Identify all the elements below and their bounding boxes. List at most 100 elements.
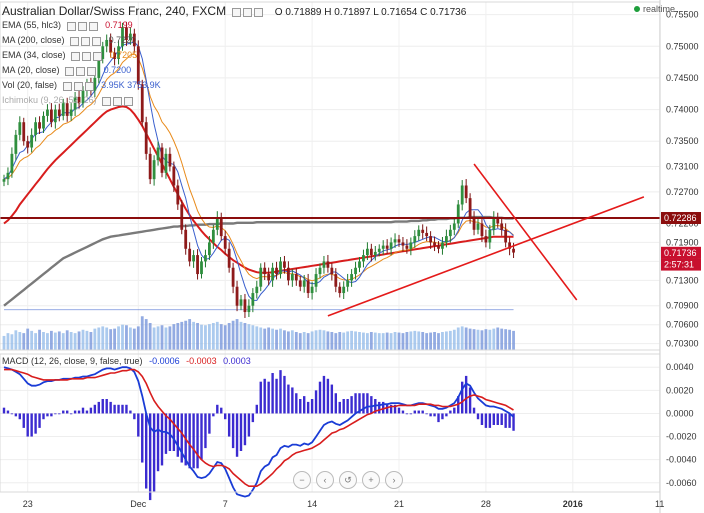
settings-icon[interactable] [76,66,86,76]
indicator-ema55[interactable]: EMA (55, hlc3) 0.7199 [2,20,133,31]
macd-legend[interactable]: MACD (12, 26, close, 9, false, true) -0.… [2,356,251,366]
candle-body [397,239,401,243]
volume-bar [350,330,353,350]
candle-body [362,255,365,262]
volume-bar [417,331,421,350]
close-icon[interactable] [84,81,94,91]
volume-bar [504,329,508,350]
eye-icon[interactable] [65,66,75,76]
macd-histogram-bar [93,404,97,414]
minus-icon[interactable]: − [293,471,311,489]
volume-bar [259,327,263,350]
close-icon[interactable] [88,21,98,31]
volume-bar [322,330,326,350]
candle-body [148,153,152,180]
candle-body [208,242,211,256]
volume-bar [247,324,251,350]
eye-icon[interactable] [102,96,112,106]
indicator-ma20[interactable]: MA (20, close) 0.7200 [2,65,132,76]
volume-bar [484,329,488,350]
indicator-ema34[interactable]: EMA (34, close) 0.7205 [2,50,138,61]
ema55-line [3,105,514,274]
plus-icon[interactable]: + [362,471,380,489]
candle-body [136,46,140,85]
macd-histogram-bar [97,401,100,414]
settings-icon[interactable] [81,36,91,46]
reset-icon[interactable]: ↺ [339,471,357,489]
eye-icon[interactable] [66,21,76,31]
close-icon[interactable] [92,36,102,46]
macd-histogram-bar [101,399,104,414]
candle-body [42,115,45,129]
candle-body [53,109,57,123]
header-buttons[interactable] [232,5,265,19]
settings-icon[interactable] [73,81,83,91]
symbol-title: Australian Dollar/Swiss Franc, 240, FXCM [2,4,227,18]
macd-histogram-bar [362,393,365,414]
macd-histogram-bar [271,373,274,414]
macd-histogram-bar [247,413,251,437]
indicator-ma200[interactable]: MA (200, close) 0.7220 [2,35,137,46]
volume-bar [14,330,18,350]
macd-histogram-bar [81,407,85,414]
macd-histogram-bar [10,413,14,415]
macd-histogram-bar [192,413,195,469]
macd-histogram-bar [354,393,357,414]
forward-icon[interactable]: › [385,471,403,489]
macd-histogram-bar [54,413,57,415]
eye-icon[interactable] [71,51,81,61]
x-tick-label: 28 [481,499,491,509]
volume-bar [366,333,369,350]
candle-body [231,267,235,287]
candle-body [10,153,14,173]
close-icon[interactable] [124,96,134,106]
candle-body [6,172,10,180]
candle-body [290,274,294,281]
close-icon[interactable] [87,66,97,76]
close-icon[interactable] [254,8,264,18]
candle-body [322,261,326,268]
chart-navigation[interactable]: − ‹ ↺ + › [293,470,408,489]
indicator-ichimoku[interactable]: Ichimoku (9, 26, 52, 26) [2,95,135,106]
candle-body [129,33,132,40]
volume-bar [73,333,77,350]
candle-body [512,248,515,253]
eye-icon[interactable] [243,8,253,18]
close-icon[interactable] [93,51,103,61]
candle-body [452,223,456,230]
volume-bar [409,331,413,350]
settings-icon[interactable] [232,8,242,18]
macd-y-tick-label: -0.0020 [666,432,697,442]
candle-body [318,267,322,275]
macd-histogram-bar [476,413,480,420]
volume-bar [26,328,30,350]
macd-histogram-bar [152,413,156,492]
macd-histogram-bar [326,378,330,414]
volume-bar [271,328,274,350]
candle-body [247,305,251,313]
volume-bar [136,326,140,350]
settings-icon[interactable] [82,51,92,61]
macd-y-tick-label: 0.0000 [666,408,694,418]
indicator-volume[interactable]: Vol (20, false) 3.95K 3753.9K [2,80,161,91]
settings-icon[interactable] [77,21,87,31]
candle-body [373,251,377,256]
macd-histogram-bar [176,413,179,457]
macd-histogram-bar [425,413,428,415]
settings-icon[interactable] [113,96,123,106]
macd-histogram-bar [350,396,353,414]
open-value: O 0.71889 [274,7,322,18]
volume-bar [192,321,195,350]
zoom-out-icon[interactable]: ‹ [316,471,334,489]
descending-trendline [473,163,578,301]
volume-bar [176,323,180,350]
macd-histogram-bar [227,413,231,437]
eye-icon[interactable] [70,36,80,46]
macd-histogram-bar [389,404,393,414]
eye-icon[interactable] [62,81,72,91]
candle-body [409,242,413,249]
volume-bar [354,331,357,350]
volume-bar [140,316,144,350]
chart-header: Australian Dollar/Swiss Franc, 240, FXCM… [2,4,466,19]
